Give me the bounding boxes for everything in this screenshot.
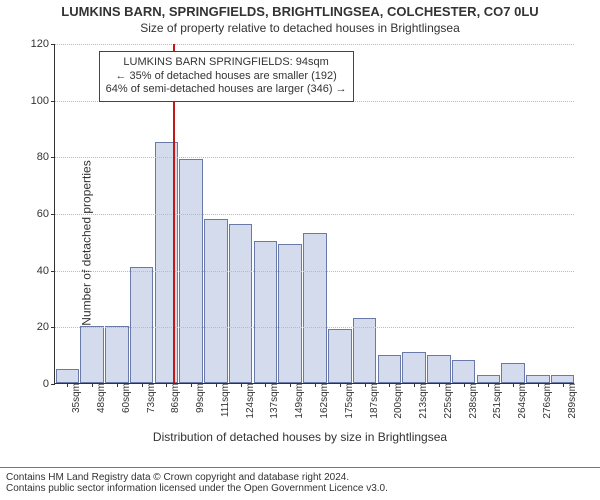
ytick-mark: [51, 327, 55, 328]
gridline: [55, 327, 574, 328]
xtick-label: 60sqm: [121, 383, 132, 413]
bar: [402, 352, 426, 383]
bar: [427, 355, 451, 383]
bar: [80, 326, 104, 383]
xtick-label: 187sqm: [369, 383, 380, 419]
footer-line-2: Contains public sector information licen…: [6, 483, 594, 494]
xtick-mark: [513, 383, 514, 387]
bar: [204, 219, 228, 383]
ytick-mark: [51, 44, 55, 45]
bar: [477, 375, 501, 384]
xtick-label: 99sqm: [195, 383, 206, 413]
bar: [328, 329, 352, 383]
xtick-label: 124sqm: [245, 383, 256, 419]
bar: [56, 369, 80, 383]
ytick-label: 100: [31, 95, 49, 107]
xtick-mark: [315, 383, 316, 387]
xtick-label: 289sqm: [567, 383, 578, 419]
xtick-mark: [67, 383, 68, 387]
ytick-label: 40: [37, 265, 49, 277]
gridline: [55, 44, 574, 45]
bar: [526, 375, 550, 384]
xtick-label: 238sqm: [468, 383, 479, 419]
xtick-label: 162sqm: [319, 383, 330, 419]
annotation-line: 64% of semi-detached houses are larger (…: [106, 83, 347, 97]
bar: [452, 360, 476, 383]
xtick-mark: [166, 383, 167, 387]
ytick-mark: [51, 157, 55, 158]
annotation-line: ← 35% of detached houses are smaller (19…: [106, 70, 347, 84]
ytick-mark: [51, 101, 55, 102]
xtick-mark: [365, 383, 366, 387]
bar: [130, 267, 154, 383]
page-title: LUMKINS BARN, SPRINGFIELDS, BRIGHTLINGSE…: [0, 0, 600, 19]
xtick-label: 137sqm: [269, 383, 280, 419]
xtick-mark: [117, 383, 118, 387]
ytick-label: 120: [31, 38, 49, 50]
xtick-mark: [439, 383, 440, 387]
xtick-mark: [389, 383, 390, 387]
bar: [278, 244, 302, 383]
xtick-mark: [464, 383, 465, 387]
xtick-label: 73sqm: [146, 383, 157, 413]
x-axis-label: Distribution of detached houses by size …: [0, 430, 600, 444]
annotation-box: LUMKINS BARN SPRINGFIELDS: 94sqm← 35% of…: [99, 51, 354, 102]
xtick-label: 276sqm: [542, 383, 553, 419]
xtick-mark: [488, 383, 489, 387]
xtick-mark: [241, 383, 242, 387]
ytick-mark: [51, 214, 55, 215]
gridline: [55, 271, 574, 272]
xtick-mark: [191, 383, 192, 387]
xtick-label: 111sqm: [220, 383, 231, 417]
xtick-mark: [563, 383, 564, 387]
annotation-line: LUMKINS BARN SPRINGFIELDS: 94sqm: [106, 56, 347, 70]
xtick-mark: [92, 383, 93, 387]
ytick-mark: [51, 384, 55, 385]
xtick-label: 175sqm: [344, 383, 355, 419]
bar: [229, 224, 253, 383]
ytick-mark: [51, 271, 55, 272]
ytick-label: 0: [43, 378, 49, 390]
xtick-mark: [265, 383, 266, 387]
footer-line-1: Contains HM Land Registry data © Crown c…: [6, 472, 594, 483]
plot-area: 02040608010012035sqm48sqm60sqm73sqm86sqm…: [54, 44, 574, 384]
xtick-label: 213sqm: [418, 383, 429, 419]
xtick-label: 149sqm: [294, 383, 305, 419]
xtick-mark: [216, 383, 217, 387]
xtick-mark: [538, 383, 539, 387]
bar: [551, 375, 575, 384]
gridline: [55, 157, 574, 158]
ytick-label: 20: [37, 321, 49, 333]
xtick-mark: [290, 383, 291, 387]
xtick-label: 86sqm: [170, 383, 181, 413]
bar: [303, 233, 327, 383]
xtick-label: 225sqm: [443, 383, 454, 419]
bar: [105, 326, 129, 383]
bar: [378, 355, 402, 383]
xtick-mark: [142, 383, 143, 387]
bar: [501, 363, 525, 383]
xtick-label: 200sqm: [393, 383, 404, 419]
xtick-label: 48sqm: [96, 383, 107, 413]
xtick-label: 251sqm: [492, 383, 503, 419]
footer: Contains HM Land Registry data © Crown c…: [0, 467, 600, 500]
xtick-mark: [340, 383, 341, 387]
ytick-label: 80: [37, 151, 49, 163]
chart-container: Number of detached properties 0204060801…: [0, 38, 600, 448]
page-subtitle: Size of property relative to detached ho…: [0, 19, 600, 35]
xtick-label: 35sqm: [71, 383, 82, 413]
gridline: [55, 214, 574, 215]
xtick-mark: [414, 383, 415, 387]
bar: [254, 241, 278, 383]
ytick-label: 60: [37, 208, 49, 220]
xtick-label: 264sqm: [517, 383, 528, 419]
